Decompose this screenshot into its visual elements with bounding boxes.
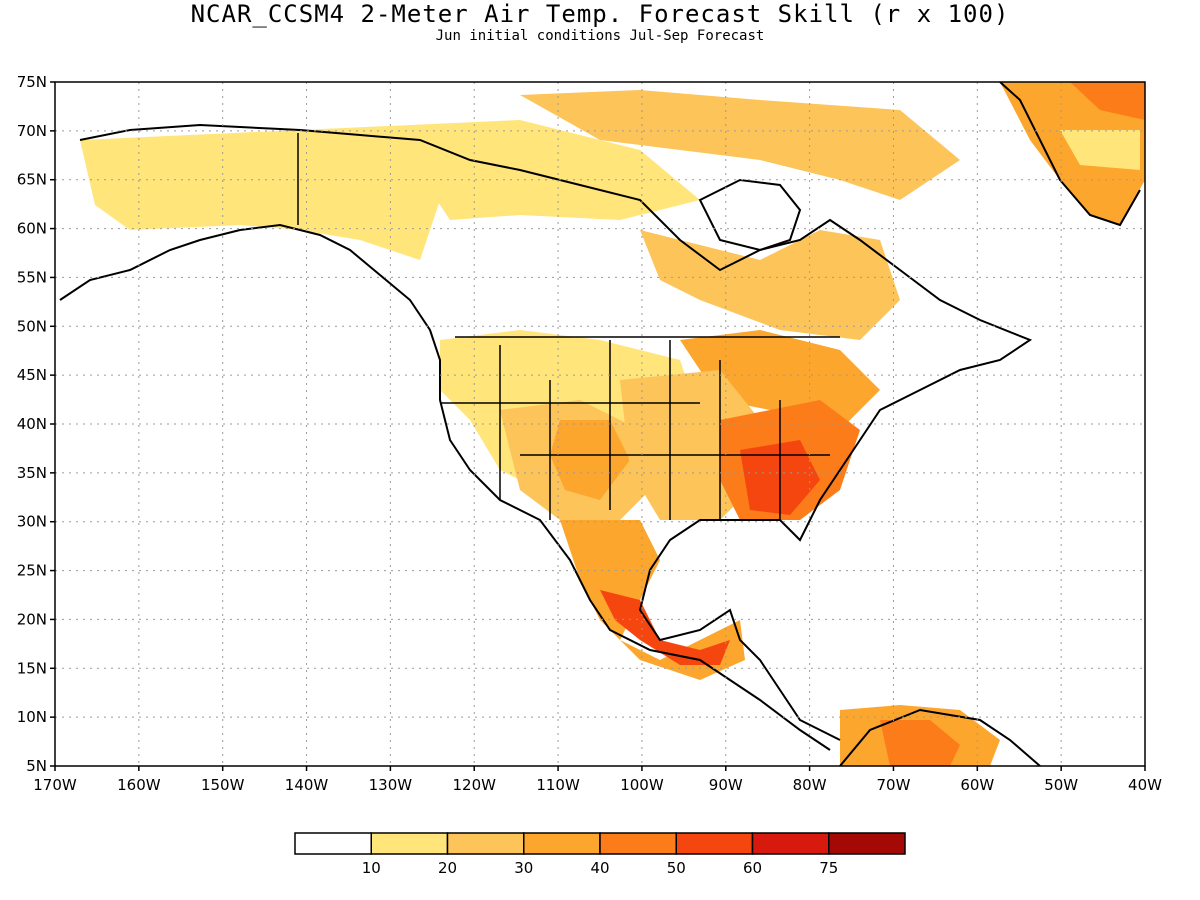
- skill-region-greenland-light: [1060, 130, 1140, 170]
- lat-tick-label: 30N: [17, 513, 47, 531]
- state-borders: [297, 133, 840, 520]
- coastlines: [59, 82, 1141, 766]
- skill-region-mexico: [560, 520, 745, 680]
- lon-tick-label: 140W: [285, 776, 329, 794]
- lat-tick-label: 40N: [17, 415, 47, 433]
- lat-tick-label: 10N: [17, 708, 47, 726]
- legend-swatch: [446, 832, 525, 855]
- lat-tick-label: 25N: [17, 562, 47, 580]
- lon-tick-label: 70W: [877, 776, 911, 794]
- lon-tick-label: 80W: [793, 776, 827, 794]
- legend-label: 30: [514, 859, 533, 877]
- lon-tick-label: 120W: [452, 776, 496, 794]
- lon-tick-label: 100W: [620, 776, 664, 794]
- lon-tick-label: 150W: [201, 776, 245, 794]
- lon-tick-label: 130W: [369, 776, 413, 794]
- skill-region-arctic-orange: [520, 90, 960, 200]
- legend-label: 75: [819, 859, 838, 877]
- map-title: NCAR_CCSM4 2-Meter Air Temp. Forecast Sk…: [190, 0, 1010, 28]
- skill-shading: [80, 82, 1145, 766]
- skill-region-alaska: [80, 130, 440, 260]
- lat-tick-label: 55N: [17, 268, 47, 286]
- skill-region-mexico-core: [600, 590, 730, 665]
- legend-swatch: [828, 832, 906, 855]
- legend-swatch: [523, 832, 601, 855]
- lat-tick-label: 15N: [17, 659, 47, 677]
- legend-swatch: [370, 832, 449, 855]
- skill-region-great-lakes: [680, 330, 880, 430]
- lat-tick-label: 35N: [17, 464, 47, 482]
- skill-region-south-america-core: [880, 720, 960, 766]
- lat-tick-label: 20N: [17, 610, 47, 628]
- lat-tick-label: 65N: [17, 171, 47, 189]
- legend-label: 50: [667, 859, 686, 877]
- lon-tick-label: 90W: [709, 776, 743, 794]
- lat-tick-label: 5N: [26, 757, 47, 775]
- lon-tick-label: 50W: [1044, 776, 1078, 794]
- map-subtitle: Jun initial conditions Jul-Sep Forecast: [435, 28, 765, 44]
- legend-swatch: [294, 832, 372, 855]
- lon-tick-label: 40W: [1128, 776, 1162, 794]
- lon-tick-label: 170W: [33, 776, 77, 794]
- graticule: [55, 82, 1145, 766]
- lon-tick-label: 160W: [117, 776, 161, 794]
- lat-tick-label: 50N: [17, 317, 47, 335]
- legend-swatch: [599, 832, 677, 855]
- legend-label: 40: [590, 859, 609, 877]
- legend-label: 60: [743, 859, 762, 877]
- lat-tick-label: 60N: [17, 220, 47, 238]
- legend-swatch: [675, 832, 754, 855]
- skill-region-canada-east: [640, 230, 900, 340]
- skill-region-greenland-core: [1070, 82, 1145, 120]
- legend-swatch: [751, 832, 830, 855]
- lon-tick-label: 60W: [960, 776, 994, 794]
- lat-tick-label: 70N: [17, 122, 47, 140]
- lat-tick-label: 75N: [17, 73, 47, 91]
- skill-region-arctic: [300, 120, 700, 220]
- legend-label: 20: [438, 859, 457, 877]
- legend-label: 10: [362, 859, 381, 877]
- lon-tick-label: 110W: [536, 776, 580, 794]
- lat-tick-label: 45N: [17, 366, 47, 384]
- color-legend: 10 20 30 40 50 60 75: [294, 832, 906, 877]
- skill-region-greenland: [1000, 82, 1145, 225]
